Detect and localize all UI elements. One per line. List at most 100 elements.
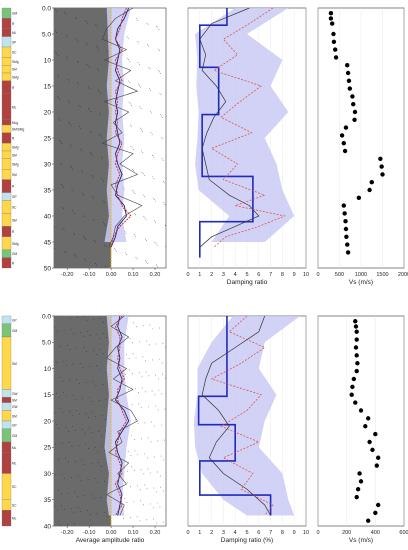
sample-dot bbox=[143, 194, 144, 196]
sample-dot bbox=[99, 349, 101, 350]
sample-dot bbox=[149, 324, 151, 326]
y-tick-label: 40 bbox=[44, 213, 52, 220]
sample-dot bbox=[102, 200, 104, 202]
sample-dot bbox=[152, 197, 154, 199]
series-alt bbox=[210, 7, 286, 248]
sample-dot bbox=[61, 185, 63, 187]
sample-dot bbox=[86, 63, 88, 65]
vs-point bbox=[328, 16, 334, 21]
sample-dot bbox=[72, 168, 74, 170]
sample-dot bbox=[156, 25, 158, 27]
sample-dot bbox=[83, 347, 85, 348]
sample-dot bbox=[146, 519, 148, 521]
sample-dot bbox=[145, 371, 147, 373]
sample-dot bbox=[71, 476, 72, 478]
sample-dot bbox=[55, 423, 57, 425]
sample-dot bbox=[65, 395, 67, 397]
sample-dot bbox=[128, 101, 130, 103]
sample-dot bbox=[153, 199, 155, 200]
sample-dot bbox=[55, 30, 56, 32]
sample-dot bbox=[93, 498, 95, 499]
sample-dot bbox=[147, 24, 149, 26]
x-tick-label: 7 bbox=[269, 530, 272, 536]
soil-layer-label: SC bbox=[12, 485, 17, 489]
sample-dot bbox=[127, 451, 129, 453]
sample-dot bbox=[131, 105, 132, 106]
sample-dot bbox=[157, 266, 158, 267]
sample-dot bbox=[161, 424, 162, 426]
sample-dot bbox=[154, 220, 155, 222]
sample-dot bbox=[151, 112, 153, 114]
sample-dot bbox=[160, 486, 162, 488]
soil-layer-label: SM bbox=[12, 153, 17, 157]
sample-dot bbox=[92, 412, 94, 413]
sample-dot bbox=[73, 253, 75, 255]
sample-dot bbox=[80, 170, 82, 172]
sample-dot bbox=[94, 447, 96, 448]
vs-point bbox=[344, 234, 349, 239]
sample-dot bbox=[56, 392, 57, 394]
soil-layer bbox=[1, 441, 12, 453]
sample-dot bbox=[160, 455, 162, 457]
sample-dot bbox=[73, 232, 75, 234]
sample-dot bbox=[148, 344, 150, 346]
sample-dot bbox=[77, 507, 79, 508]
sample-dot bbox=[76, 60, 78, 62]
soil-layer-label: ML bbox=[12, 31, 17, 35]
sample-dot bbox=[131, 466, 132, 468]
x-tick-label: 0.00 bbox=[106, 530, 117, 536]
sample-dot bbox=[99, 338, 101, 339]
sample-dot bbox=[133, 170, 134, 172]
sample-dot bbox=[162, 159, 164, 161]
soil-layer-label: GW bbox=[12, 405, 18, 409]
sample-dot bbox=[63, 229, 65, 231]
sample-dot bbox=[96, 25, 98, 27]
sample-dot bbox=[90, 111, 92, 112]
vs-point bbox=[349, 392, 354, 397]
x-tick-label: 0.20 bbox=[150, 272, 161, 278]
sample-dot bbox=[59, 98, 61, 100]
x-axis-label: Vs (m/s) bbox=[349, 279, 373, 286]
sample-dot bbox=[146, 240, 147, 242]
vs-frame bbox=[317, 315, 405, 527]
soil-layer-label: SC bbox=[12, 51, 17, 55]
vs-point bbox=[356, 195, 362, 200]
sample-dot bbox=[63, 187, 64, 188]
vs-point bbox=[358, 479, 364, 484]
sample-dot bbox=[82, 235, 84, 237]
vs-point bbox=[342, 211, 347, 216]
x-tick-label: 0.10 bbox=[128, 530, 139, 536]
damping-plot: 0 1 2 3 4 5 6 7 8 9 10 Damping ratio bbox=[186, 7, 309, 286]
sample-dot bbox=[81, 428, 83, 430]
sample-dot bbox=[85, 21, 87, 23]
sample-dot bbox=[74, 234, 76, 235]
sample-dot bbox=[77, 41, 79, 42]
sample-dot bbox=[138, 63, 140, 65]
sample-dot bbox=[66, 36, 68, 38]
sample-dot bbox=[59, 396, 60, 398]
sample-dot bbox=[104, 419, 106, 420]
sample-dot bbox=[137, 485, 138, 487]
sample-dot bbox=[70, 146, 72, 147]
vs-point bbox=[353, 324, 359, 329]
y-tick-label: 0.0 bbox=[42, 5, 51, 12]
sample-dot bbox=[132, 342, 134, 344]
x-tick-label: 4 bbox=[234, 530, 237, 536]
sample-dot bbox=[159, 92, 161, 94]
sample-dot bbox=[123, 208, 124, 210]
sample-dot bbox=[75, 38, 77, 39]
sample-dot bbox=[80, 127, 81, 129]
sample-dot bbox=[106, 516, 108, 517]
sample-dot bbox=[94, 478, 96, 479]
vs-point bbox=[350, 384, 355, 390]
sample-dot bbox=[147, 263, 149, 264]
sample-dot bbox=[75, 398, 77, 400]
sample-dot bbox=[70, 317, 71, 319]
y-tick-label: 5.0 bbox=[42, 340, 51, 347]
sample-dot bbox=[135, 326, 137, 328]
soil-layer bbox=[1, 150, 12, 159]
soil-layer bbox=[1, 65, 12, 74]
sample-dot bbox=[154, 394, 156, 396]
sample-dot bbox=[81, 150, 83, 152]
sample-dot bbox=[98, 400, 100, 401]
